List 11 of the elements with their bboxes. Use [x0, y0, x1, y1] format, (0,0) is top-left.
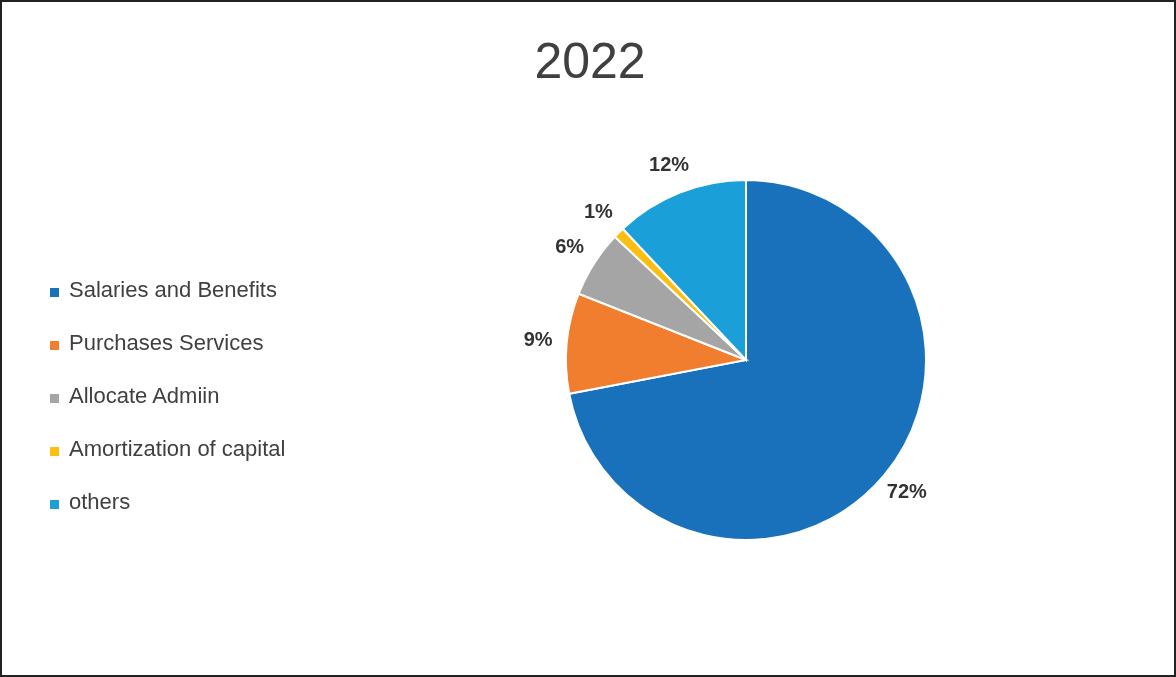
legend-label: others	[69, 489, 131, 514]
legend-label: Salaries and Benefits	[69, 277, 277, 302]
data-label: 12%	[649, 153, 690, 176]
data-label: 9%	[523, 327, 553, 350]
legend-label: Allocate Admiin	[69, 383, 220, 408]
data-label: 1%	[583, 199, 614, 222]
legend-label: Purchases Services	[69, 330, 264, 355]
data-label: 72%	[886, 480, 928, 503]
data-label: 6%	[555, 235, 585, 258]
chart-title: 2022	[534, 33, 646, 89]
legend-label: Amortization of capital	[69, 436, 286, 461]
